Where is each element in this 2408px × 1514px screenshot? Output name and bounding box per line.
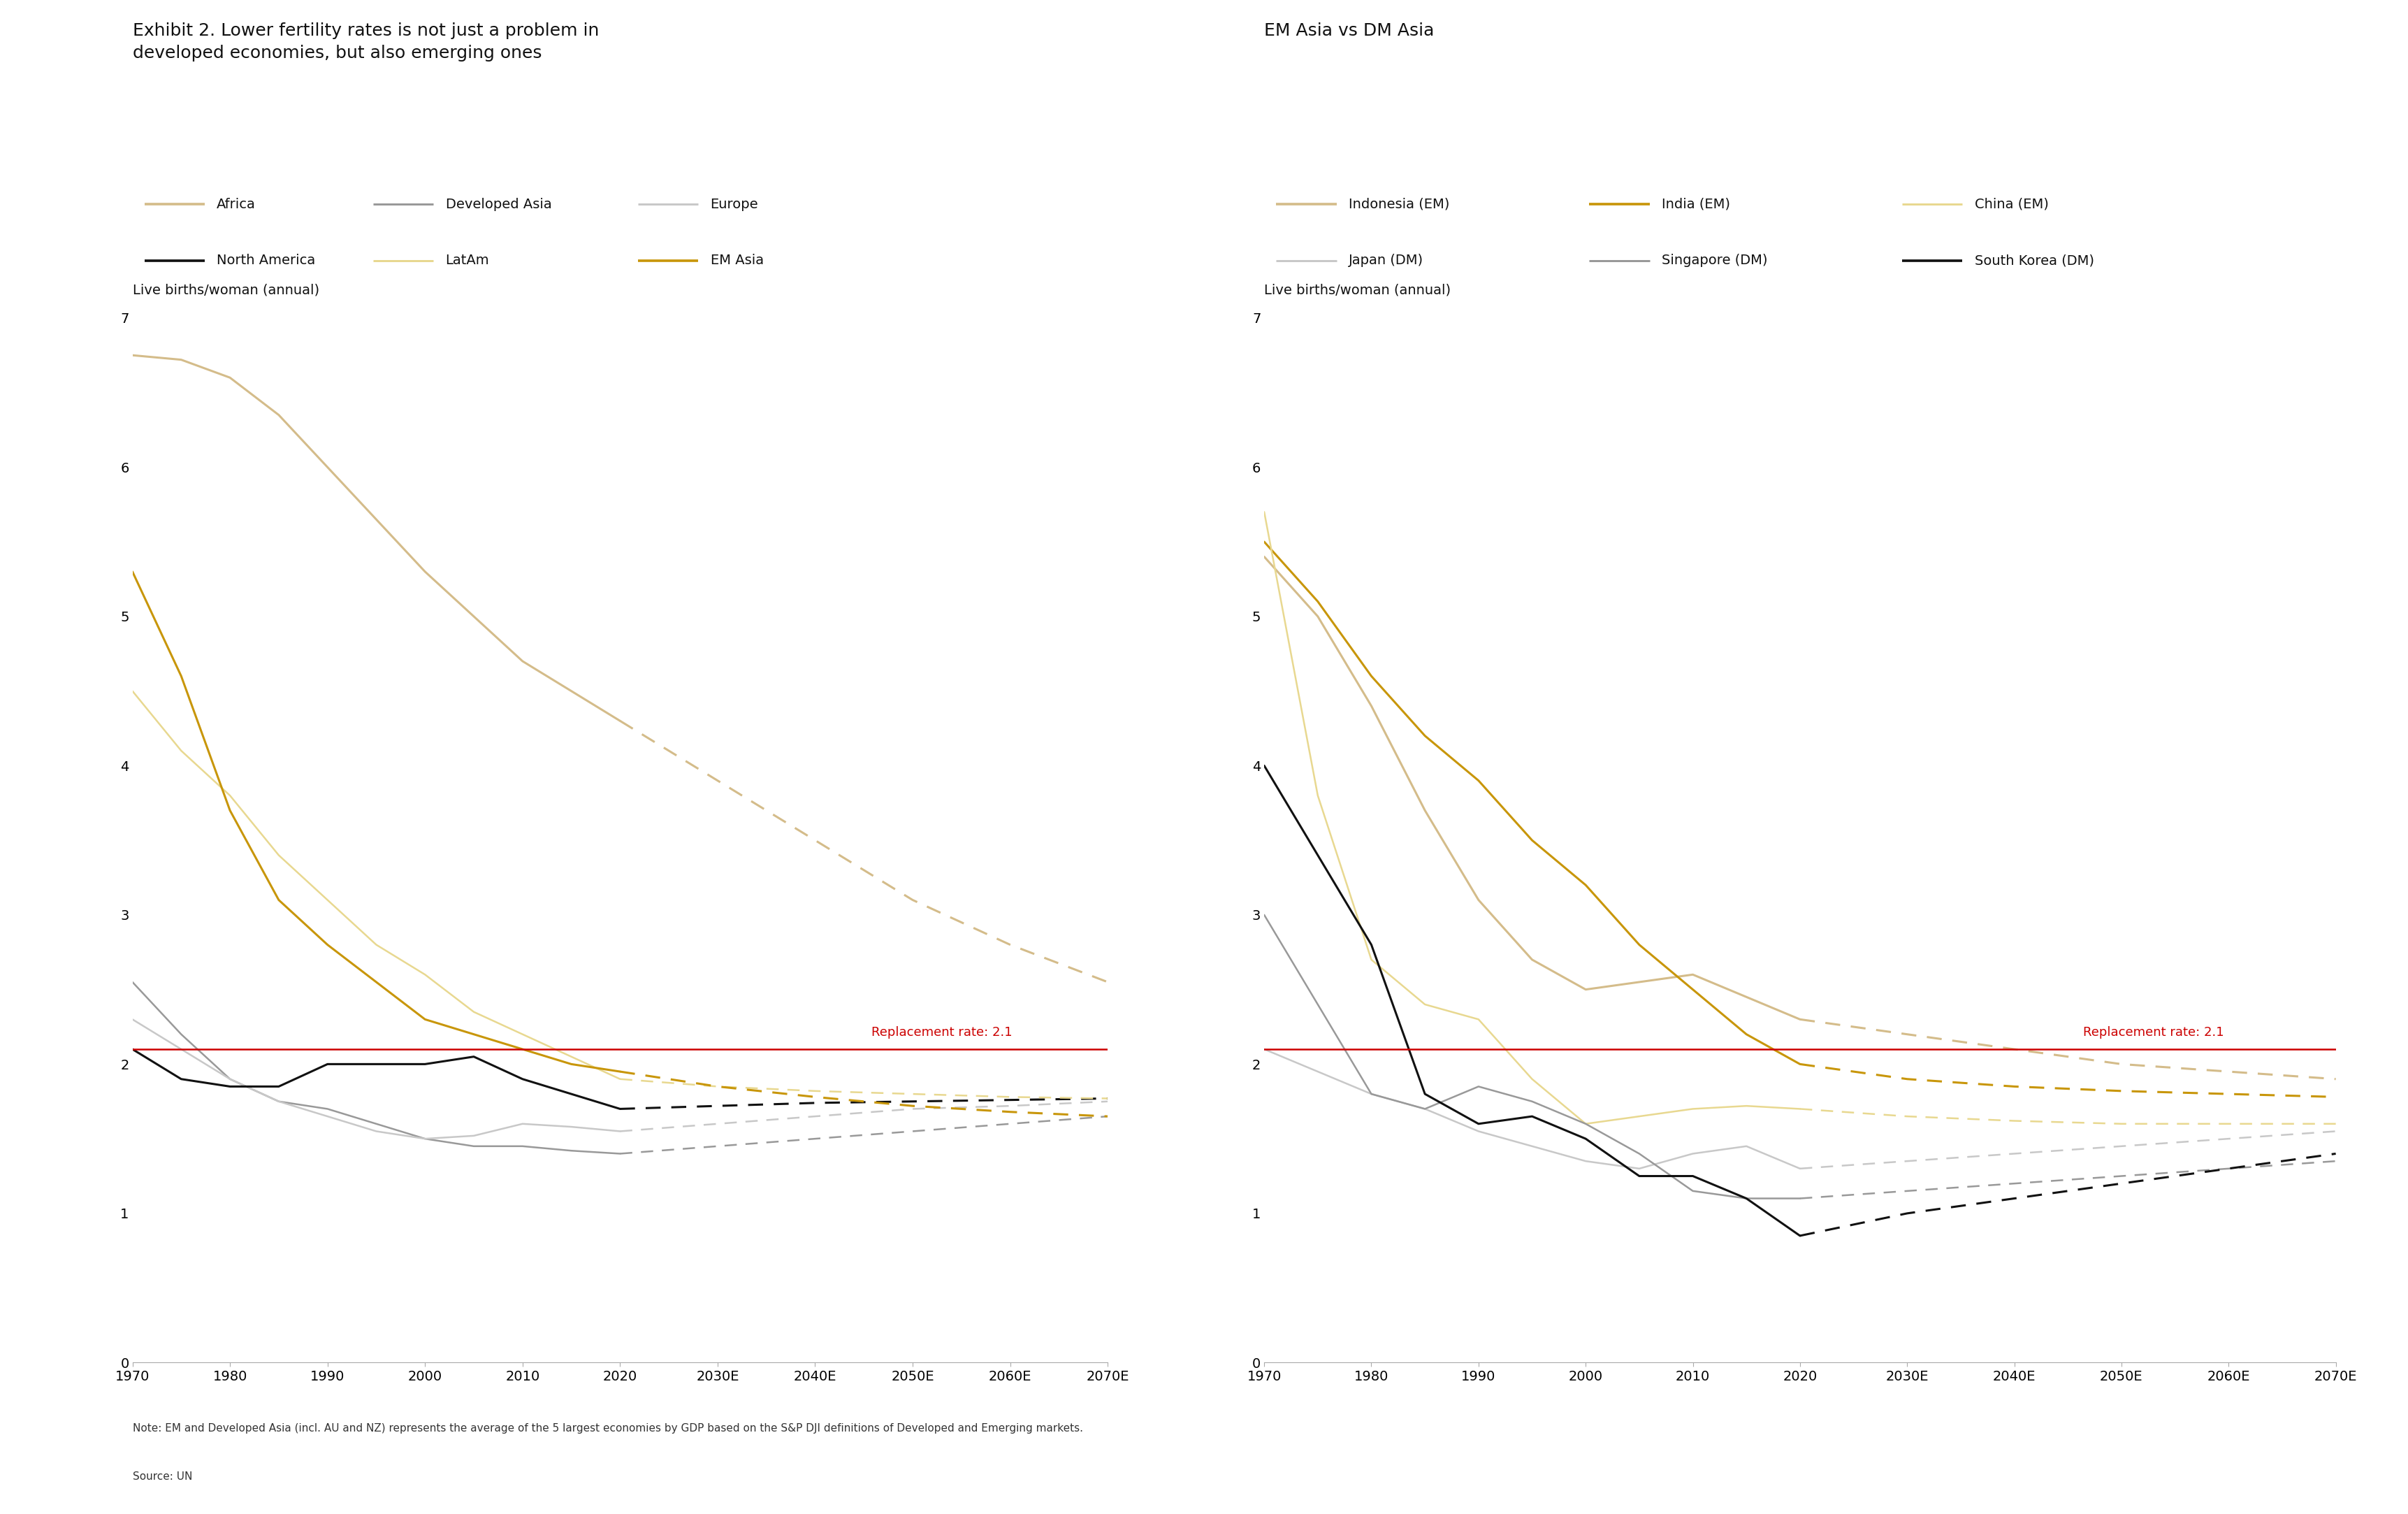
Text: North America: North America <box>217 254 315 266</box>
Text: Source: UN: Source: UN <box>132 1472 193 1482</box>
Text: Exhibit 2. Lower fertility rates is not just a problem in
developed economies, b: Exhibit 2. Lower fertility rates is not … <box>132 23 600 62</box>
Text: Replacement rate: 2.1: Replacement rate: 2.1 <box>2083 1026 2225 1039</box>
Text: India (EM): India (EM) <box>1662 198 1729 210</box>
Text: Live births/woman (annual): Live births/woman (annual) <box>1264 283 1452 297</box>
Text: LatAm: LatAm <box>445 254 489 266</box>
Text: EM Asia: EM Asia <box>710 254 763 266</box>
Text: Singapore (DM): Singapore (DM) <box>1662 254 1767 266</box>
Text: Japan (DM): Japan (DM) <box>1348 254 1423 266</box>
Text: Europe: Europe <box>710 198 759 210</box>
Text: Africa: Africa <box>217 198 255 210</box>
Text: Live births/woman (annual): Live births/woman (annual) <box>132 283 320 297</box>
Text: South Korea (DM): South Korea (DM) <box>1975 254 2095 266</box>
Text: China (EM): China (EM) <box>1975 198 2049 210</box>
Text: Indonesia (EM): Indonesia (EM) <box>1348 198 1450 210</box>
Text: EM Asia vs DM Asia: EM Asia vs DM Asia <box>1264 23 1435 39</box>
Text: Replacement rate: 2.1: Replacement rate: 2.1 <box>872 1026 1011 1039</box>
Text: Developed Asia: Developed Asia <box>445 198 551 210</box>
Text: Note: EM and Developed Asia (incl. AU and NZ) represents the average of the 5 la: Note: EM and Developed Asia (incl. AU an… <box>132 1423 1084 1434</box>
